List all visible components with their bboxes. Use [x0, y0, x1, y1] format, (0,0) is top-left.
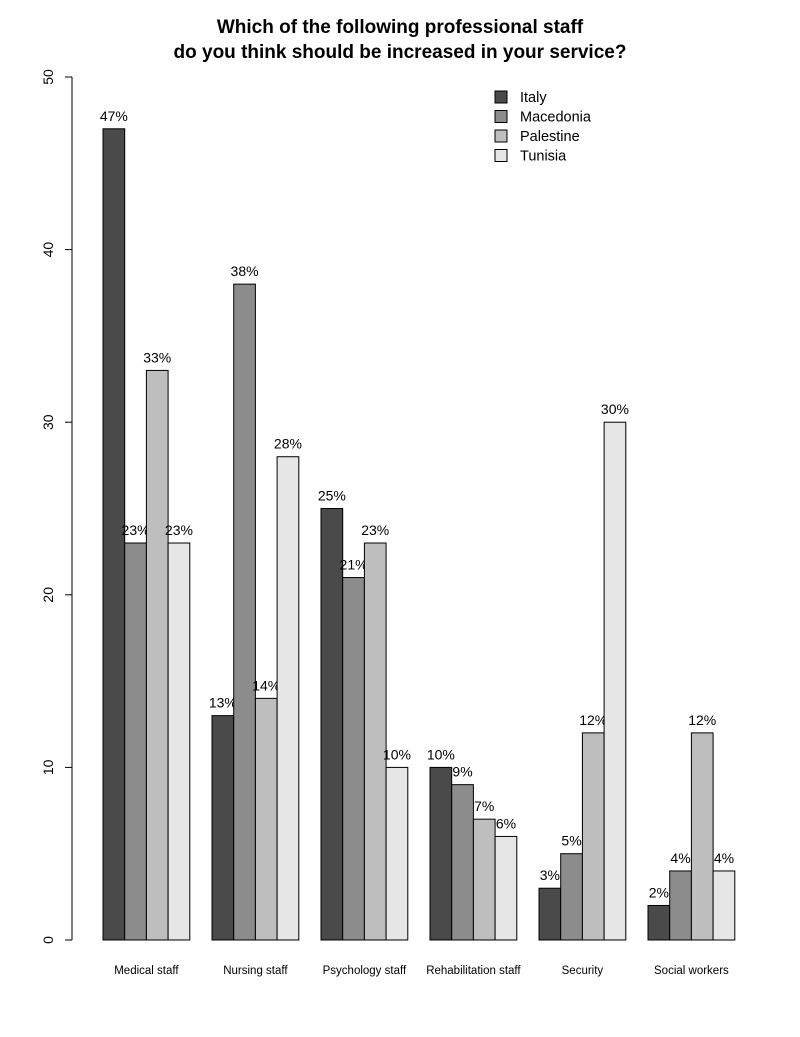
bar-tunisia-5	[712, 870, 736, 941]
data-label: 5%	[561, 833, 581, 849]
legend-label: Macedonia	[520, 110, 592, 126]
legend-swatch	[494, 149, 508, 162]
legend-label: Italy	[520, 90, 547, 106]
y-tick-label: 0	[40, 936, 56, 944]
data-label: 6%	[496, 815, 516, 831]
bar-tunisia-2	[385, 766, 409, 941]
data-label: 10%	[383, 746, 411, 762]
data-label: 38%	[231, 263, 259, 279]
y-tick-label: 10	[40, 759, 56, 775]
bar-italy-2	[320, 508, 344, 941]
bar-macedonia-2	[342, 577, 365, 941]
bar-italy-4	[538, 887, 562, 941]
data-label: 7%	[474, 798, 494, 814]
x-category-label: Rehabilitation staff	[426, 965, 521, 977]
data-label: 4%	[714, 850, 734, 866]
bar-palestine-0	[145, 369, 169, 941]
data-label: 13%	[209, 695, 237, 711]
bar-palestine-4	[581, 732, 605, 941]
data-label: 30%	[601, 401, 629, 417]
y-tick-label: 20	[40, 587, 56, 603]
data-label: 21%	[340, 557, 368, 573]
data-label: 12%	[579, 712, 607, 728]
legend-swatch	[494, 90, 508, 104]
bar-italy-5	[647, 904, 671, 941]
legend-swatch	[494, 129, 508, 143]
bar-palestine-3	[472, 818, 496, 941]
data-label: 4%	[670, 850, 690, 866]
bar-macedonia-4	[560, 853, 583, 941]
data-label: 25%	[318, 488, 346, 504]
bar-tunisia-3	[494, 835, 518, 941]
y-tick-label: 30	[40, 414, 56, 430]
x-category-label: Nursing staff	[223, 965, 288, 977]
y-tick-label: 50	[40, 69, 56, 85]
bar-palestine-1	[254, 697, 278, 941]
data-label: 10%	[427, 746, 455, 762]
data-label: 47%	[100, 108, 128, 124]
x-category-label: Security	[562, 965, 604, 977]
bar-macedonia-0	[124, 542, 147, 941]
chart-title-line-1: Which of the following professional staf…	[216, 17, 584, 38]
data-label: 23%	[361, 522, 389, 538]
x-category-label: Psychology staff	[323, 965, 407, 977]
data-label: 12%	[688, 712, 716, 728]
data-label: 2%	[649, 884, 669, 900]
legend-swatch	[494, 110, 508, 123]
bar-macedonia-1	[233, 283, 256, 941]
bar-palestine-5	[690, 732, 714, 941]
bar-italy-3	[429, 766, 453, 941]
legend-label: Palestine	[520, 129, 580, 145]
chart-title-line-2: do you think should be increased in your…	[173, 42, 627, 63]
bar-tunisia-0	[167, 542, 191, 941]
bar-macedonia-5	[669, 870, 692, 941]
data-label: 9%	[452, 764, 472, 780]
bar-italy-0	[102, 128, 126, 941]
bar-italy-1	[211, 715, 235, 941]
data-label: 23%	[165, 522, 193, 538]
bar-tunisia-1	[276, 456, 300, 941]
bar-palestine-2	[363, 542, 387, 941]
data-label: 33%	[143, 349, 171, 365]
data-label: 23%	[122, 522, 150, 538]
data-label: 28%	[274, 436, 302, 452]
y-tick-label: 40	[40, 242, 56, 258]
data-label: 3%	[540, 867, 560, 883]
x-category-label: Medical staff	[114, 965, 179, 977]
x-category-label: Social workers	[654, 965, 729, 977]
bar-macedonia-3	[451, 784, 474, 941]
bar-tunisia-4	[603, 421, 627, 941]
data-label: 14%	[252, 677, 280, 693]
legend-label: Tunisia	[520, 149, 567, 165]
